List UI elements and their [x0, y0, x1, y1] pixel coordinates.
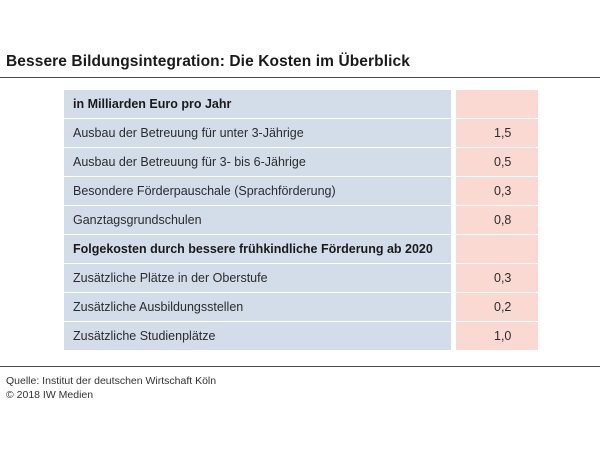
row-label: Zusätzliche Plätze in der Oberstufe — [64, 264, 451, 292]
table-row: Zusätzliche Plätze in der Oberstufe 0,3 — [64, 264, 538, 292]
row-label: Ausbau der Betreuung für unter 3-Jährige — [64, 119, 451, 147]
table-row: Zusätzliche Studienplätze 1,0 — [64, 322, 538, 350]
table-row: Besondere Förderpauschale (Sprachförderu… — [64, 177, 538, 205]
table-row: Ausbau der Betreuung für 3- bis 6-Jährig… — [64, 148, 538, 176]
cost-table: in Milliarden Euro pro Jahr Ausbau der Be… — [64, 90, 538, 351]
row-value — [456, 90, 538, 118]
row-label: Zusätzliche Ausbildungsstellen — [64, 293, 451, 321]
title-divider — [0, 77, 600, 78]
table-row: Ganztagsgrundschulen 0,8 — [64, 206, 538, 234]
row-label: Ausbau der Betreuung für 3- bis 6-Jährig… — [64, 148, 451, 176]
footer-divider — [0, 366, 600, 367]
table-row: Ausbau der Betreuung für unter 3-Jährige… — [64, 119, 538, 147]
table-header-row: in Milliarden Euro pro Jahr — [64, 90, 538, 118]
row-value: 1,0 — [456, 322, 538, 350]
row-value — [456, 235, 538, 263]
row-label: in Milliarden Euro pro Jahr — [64, 90, 451, 118]
row-label: Besondere Förderpauschale (Sprachförderu… — [64, 177, 451, 205]
row-label: Zusätzliche Studienplätze — [64, 322, 451, 350]
row-value: 0,5 — [456, 148, 538, 176]
row-label: Folgekosten durch bessere frühkindliche … — [64, 235, 451, 263]
copyright-line: © 2018 IW Medien — [6, 389, 94, 401]
table-header-row: Folgekosten durch bessere frühkindliche … — [64, 235, 538, 263]
row-value: 0,2 — [456, 293, 538, 321]
table-row: Zusätzliche Ausbildungsstellen 0,2 — [64, 293, 538, 321]
row-value: 1,5 — [456, 119, 538, 147]
row-label: Ganztagsgrundschulen — [64, 206, 451, 234]
row-value: 0,3 — [456, 177, 538, 205]
row-value: 0,8 — [456, 206, 538, 234]
row-value: 0,3 — [456, 264, 538, 292]
source-line: Quelle: Institut der deutschen Wirtschaf… — [6, 375, 217, 387]
source-note: Quelle: Institut der deutschen Wirtschaf… — [6, 374, 216, 402]
chart-title: Bessere Bildungsintegration: Die Kosten … — [6, 53, 410, 70]
